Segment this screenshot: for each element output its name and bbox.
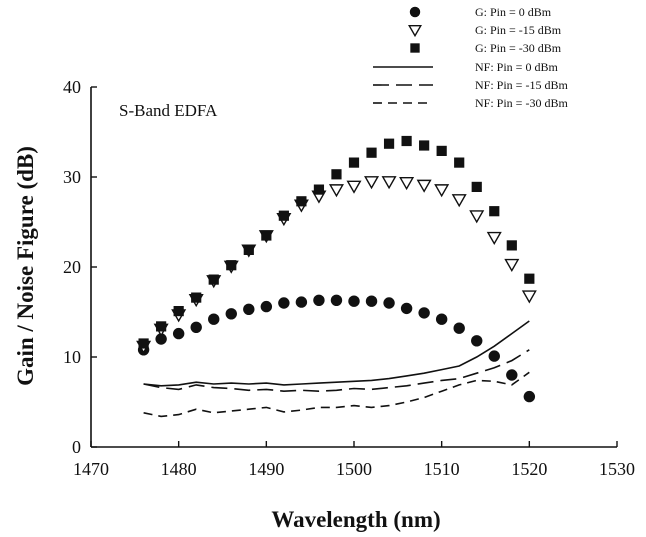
data-point bbox=[453, 322, 465, 334]
data-point bbox=[331, 169, 342, 180]
x-tick-label: 1530 bbox=[599, 459, 635, 479]
data-point bbox=[313, 294, 325, 306]
data-point bbox=[225, 308, 237, 320]
data-point bbox=[489, 206, 500, 217]
data-point bbox=[348, 295, 360, 307]
data-point bbox=[408, 24, 422, 38]
legend: G: Pin = 0 dBm G: Pin = -15 dBm G: Pin = -… bbox=[373, 5, 568, 110]
legend-label: NF: Pin = -30 dBm bbox=[475, 96, 568, 110]
data-point bbox=[278, 297, 290, 309]
data-point bbox=[471, 181, 482, 192]
series-line bbox=[143, 371, 530, 418]
legend-label: G: Pin = 0 dBm bbox=[475, 5, 552, 19]
data-point bbox=[401, 135, 412, 147]
data-point bbox=[260, 300, 273, 313]
gain-points bbox=[136, 135, 537, 403]
y-tick-label: 40 bbox=[63, 77, 81, 97]
x-tick-label: 1520 bbox=[511, 459, 547, 479]
data-point bbox=[523, 390, 536, 403]
chart-annotation: S-Band EDFA bbox=[119, 101, 218, 120]
data-point bbox=[506, 240, 517, 251]
data-point bbox=[278, 210, 289, 221]
data-point bbox=[471, 335, 483, 347]
legend-label: NF: Pin = 0 dBm bbox=[475, 60, 558, 74]
data-point bbox=[399, 176, 415, 191]
data-point bbox=[486, 231, 502, 246]
data-point bbox=[436, 145, 447, 156]
legend-label: NF: Pin = -15 dBm bbox=[475, 78, 568, 92]
data-point bbox=[383, 297, 395, 309]
data-point bbox=[418, 307, 430, 319]
data-point bbox=[243, 244, 254, 255]
data-point bbox=[348, 157, 360, 168]
data-point bbox=[364, 176, 380, 190]
data-point bbox=[208, 274, 219, 285]
x-tick-label: 1490 bbox=[248, 459, 284, 479]
legend-label: G: Pin = -30 dBm bbox=[475, 41, 562, 55]
data-point bbox=[521, 290, 537, 304]
data-point bbox=[434, 184, 450, 198]
data-point bbox=[155, 333, 167, 345]
data-point bbox=[435, 313, 448, 325]
data-point bbox=[191, 292, 202, 303]
series-line bbox=[143, 349, 530, 393]
data-point bbox=[383, 138, 395, 149]
data-point bbox=[295, 296, 308, 308]
x-tick-label: 1480 bbox=[161, 459, 197, 479]
data-point bbox=[313, 184, 325, 195]
data-point bbox=[346, 180, 362, 194]
data-point bbox=[296, 196, 307, 207]
data-point bbox=[506, 369, 518, 381]
data-point bbox=[156, 321, 167, 332]
data-point bbox=[419, 140, 430, 151]
data-point bbox=[172, 327, 185, 340]
data-point bbox=[365, 295, 378, 307]
y-axis-label: Gain / Noise Figure (dB) bbox=[13, 146, 38, 386]
y-tick-label: 30 bbox=[63, 167, 81, 187]
series-line bbox=[143, 320, 530, 387]
noise-figure-lines bbox=[143, 320, 530, 418]
data-point bbox=[208, 313, 220, 325]
data-point bbox=[504, 258, 520, 273]
data-point bbox=[454, 157, 465, 168]
data-point bbox=[366, 147, 377, 158]
data-point bbox=[469, 210, 485, 224]
data-point bbox=[243, 303, 255, 315]
x-axis-label: Wavelength (nm) bbox=[271, 507, 440, 532]
axes bbox=[90, 86, 618, 448]
x-tick-label: 1510 bbox=[424, 459, 460, 479]
data-point bbox=[381, 176, 397, 190]
data-point bbox=[261, 230, 272, 241]
data-point bbox=[410, 43, 420, 53]
data-point bbox=[409, 6, 421, 18]
data-point bbox=[488, 350, 500, 362]
data-point bbox=[173, 306, 184, 317]
data-point bbox=[190, 321, 202, 333]
data-point bbox=[416, 179, 432, 193]
data-point bbox=[400, 302, 413, 315]
y-tick-label: 10 bbox=[63, 347, 81, 367]
data-point bbox=[451, 194, 467, 208]
y-tick-label: 20 bbox=[63, 257, 81, 277]
data-point bbox=[524, 273, 535, 284]
data-point bbox=[330, 294, 343, 306]
data-point bbox=[138, 338, 149, 349]
data-point bbox=[328, 184, 344, 198]
y-tick-label: 0 bbox=[72, 437, 81, 457]
x-tick-label: 1470 bbox=[73, 459, 109, 479]
x-tick-label: 1500 bbox=[336, 459, 372, 479]
data-point bbox=[226, 260, 237, 271]
tick-labels: 1470 1480 1490 1500 1510 1520 1530 0 10 20 30 40 bbox=[63, 77, 635, 479]
legend-label: G: Pin = -15 dBm bbox=[475, 23, 562, 37]
